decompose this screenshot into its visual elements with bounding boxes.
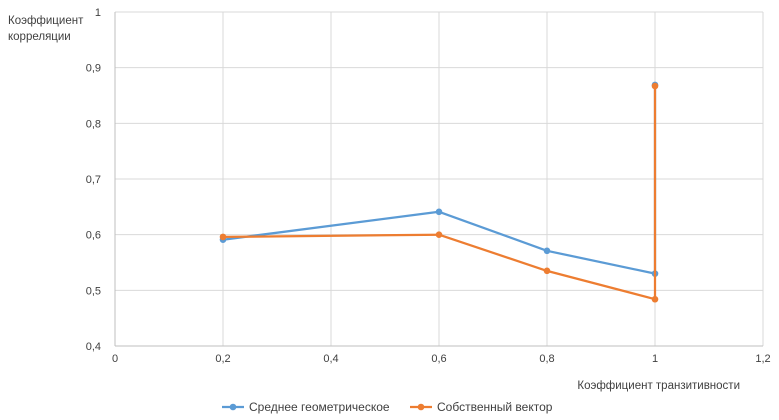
y-axis-title-line-2: корреляции (8, 31, 71, 43)
legend: Среднее геометрическое Собственный вектор (222, 400, 553, 414)
series-2-point (543, 267, 551, 275)
grid-lines (115, 11, 764, 346)
y-axis-title-line-1: Коэффициент (8, 15, 84, 27)
y-tick-label: 0,6 (86, 230, 101, 242)
x-tick-label: 0,4 (323, 353, 338, 365)
y-tick-label: 1 (95, 7, 101, 19)
x-axis-title: Коэффициент транзитивности (577, 380, 740, 392)
axes (114, 12, 763, 347)
x-tick-label: 0 (112, 353, 118, 365)
legend-label: Собственный вектор (437, 400, 553, 414)
x-tick-label: 0,2 (215, 353, 230, 365)
y-tick-label: 0,4 (86, 341, 101, 353)
series-2-point (219, 233, 227, 241)
series-1-point (435, 208, 443, 216)
series-2-point (651, 82, 659, 90)
y-tick-label: 0,5 (86, 285, 101, 297)
x-tick-label: 0,8 (539, 353, 554, 365)
series-2-point (435, 231, 443, 238)
series-2-point (651, 295, 659, 303)
series-layer (219, 81, 659, 303)
y-tick-label: 0,9 (86, 63, 101, 75)
x-tick-label: 1 (652, 353, 658, 365)
y-tick-label: 0,8 (86, 118, 101, 130)
legend-label: Среднее геометрическое (249, 400, 390, 414)
y-tick-label: 0,7 (86, 174, 101, 186)
tick-labels: 0,4 0,5 0,6 0,7 0,8 0,9 1 0 0,2 0,4 0,6 0,8 1 1,2 (86, 7, 771, 365)
x-tick-label: 0,6 (431, 353, 446, 365)
x-tick-label: 1,2 (755, 353, 770, 365)
legend-swatch-marker (417, 403, 425, 411)
legend-swatch-marker (229, 403, 237, 411)
series-1-point (543, 247, 551, 255)
